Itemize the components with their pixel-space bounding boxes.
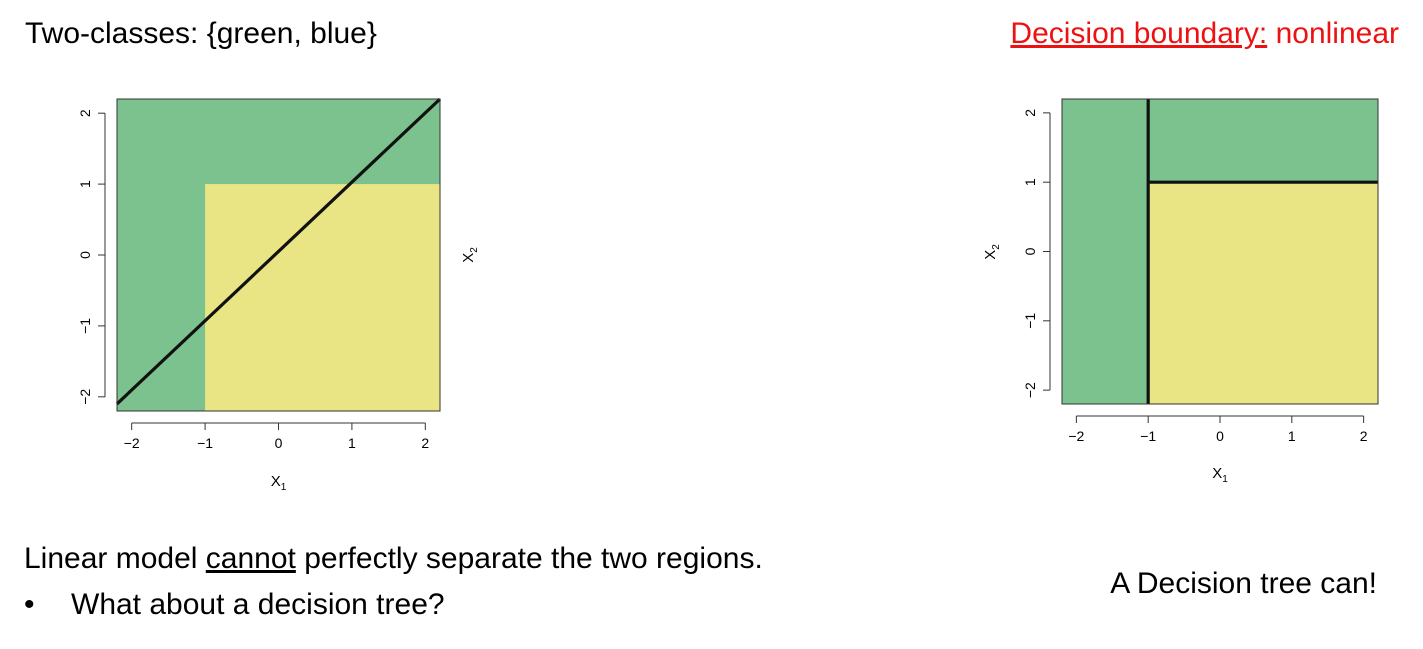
y-tick-label: 0 [77, 251, 93, 259]
bottom-statement-underlined: cannot [205, 542, 296, 575]
y-axis-label: X2 [982, 244, 1002, 260]
bullet-symbol: • [24, 588, 35, 621]
y-tick-label: −2 [77, 389, 93, 405]
bullet-item: • What about a decision tree? [24, 588, 445, 622]
chart-1: −2 −1 0 1 2 −2 −1 0 1 2 X1 X2 [982, 98, 1379, 485]
y-tick-label: 2 [1022, 109, 1038, 117]
title-right: Decision boundary: nonlinear [1010, 17, 1399, 51]
y-tick-label: 1 [1022, 178, 1038, 186]
x-tick-label: 1 [1288, 428, 1296, 444]
x-tick-label: 0 [275, 435, 283, 451]
y-tick-label: −2 [1022, 382, 1038, 398]
title-right-underlined: Decision boundary: [1010, 17, 1268, 50]
y-tick-label: 2 [77, 109, 93, 117]
x-axis-label: X1 [271, 473, 287, 493]
x-tick-label: −1 [1140, 428, 1156, 444]
x-tick-label: −2 [1068, 428, 1084, 444]
decision-boundary-line [115, 97, 442, 406]
chart-0: −2 −1 0 1 2 −2 −1 0 1 2 X1 X2 [77, 97, 480, 493]
x-tick-label: −1 [197, 435, 213, 451]
bottom-statement-post: perfectly separate the two regions. [295, 542, 763, 575]
plot-frame [116, 98, 441, 412]
region-yellow [1148, 182, 1378, 404]
plot-frame [1061, 98, 1379, 405]
region-yellow [205, 184, 440, 411]
y-tick-label: −1 [1022, 313, 1038, 329]
x-tick-label: 1 [348, 435, 356, 451]
y-tick-label: 0 [1022, 247, 1038, 255]
x-axis-label: X1 [1212, 465, 1228, 485]
bottom-statement: Linear model cannot perfectly separate t… [24, 542, 763, 576]
y-tick-label: 1 [77, 180, 93, 188]
x-tick-label: −2 [124, 435, 140, 451]
y-tick-label: −1 [77, 318, 93, 334]
title-left: Two-classes: {green, blue} [25, 17, 377, 50]
right-note: A Decision tree can! [1110, 567, 1377, 600]
y-axis-label: X2 [460, 247, 480, 263]
x-tick-label: 2 [421, 435, 429, 451]
bullet-text: What about a decision tree? [71, 588, 445, 621]
x-tick-label: 2 [1360, 428, 1368, 444]
title-right-rest: nonlinear [1267, 17, 1399, 50]
bottom-statement-pre: Linear model [24, 542, 206, 575]
x-tick-label: 0 [1216, 428, 1224, 444]
